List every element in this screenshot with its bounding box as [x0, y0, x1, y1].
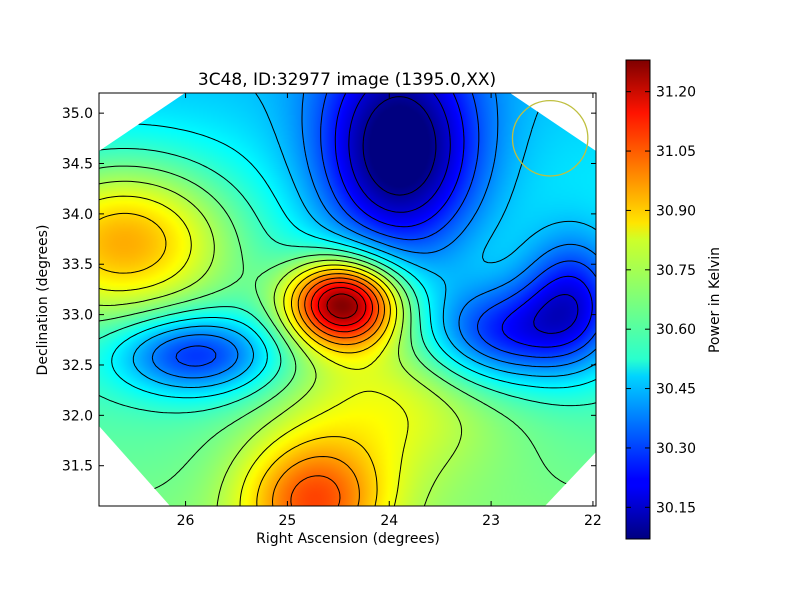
contour-line	[99, 180, 463, 506]
contour-line	[151, 93, 596, 379]
x-tick-label: 25	[278, 513, 296, 529]
x-tick-label: 22	[584, 513, 602, 529]
y-tick-label: 33.0	[62, 308, 93, 324]
x-tick-label: 23	[482, 513, 500, 529]
colorbar-tick-label: 30.45	[656, 382, 696, 398]
colorbar-tick-label: 30.90	[656, 203, 696, 219]
contour-line	[326, 293, 358, 319]
colorbar-tick-label: 30.30	[656, 441, 696, 457]
contour-line	[272, 273, 385, 506]
contour-line	[99, 148, 596, 414]
y-tick-label: 35.0	[62, 106, 93, 122]
colorbar-tick-label: 30.15	[656, 500, 696, 516]
y-tick-label: 33.5	[62, 257, 93, 273]
y-tick-label: 34.0	[62, 207, 93, 223]
contour-line	[348, 93, 579, 334]
x-axis-label: Right Ascension (degrees)	[256, 531, 440, 547]
y-axis-label: Declination (degrees)	[35, 225, 51, 376]
y-tick-label: 31.5	[62, 459, 93, 475]
colorbar-ticks: 30.15 30.30 30.45 30.60 30.75 30.90 31.05 31.20	[626, 85, 696, 516]
y-tick-label: 34.5	[62, 157, 93, 173]
y-axis-ticks: 31.5 32.0 32.5 33.0 33.5 34.0 34.5 35.0	[62, 106, 596, 475]
y-tick-label: 32.5	[62, 358, 93, 374]
contour-line	[290, 277, 380, 506]
contour-line	[317, 287, 367, 327]
colorbar-tick-label: 31.05	[656, 144, 696, 160]
contour-line	[99, 212, 391, 506]
contour-line	[362, 96, 437, 196]
x-tick-label: 24	[380, 513, 398, 529]
contour-line	[132, 93, 596, 388]
plot-area	[99, 93, 596, 506]
contour-line	[310, 282, 373, 333]
chart-title: 3C48, ID:32977 image (1395.0,XX)	[198, 70, 496, 90]
contour-line	[334, 93, 593, 348]
beam-marker	[511, 99, 589, 177]
contour-line	[99, 195, 409, 506]
x-tick-label: 26	[177, 513, 195, 529]
contour-lines	[99, 93, 596, 506]
y-tick-label: 32.0	[62, 408, 93, 424]
contour-line	[99, 165, 596, 497]
x-axis-ticks: 26 25 24 23 22	[177, 93, 602, 529]
colorbar-label: Power in Kelvin	[707, 247, 723, 353]
colorbar-tick-label: 30.60	[656, 322, 696, 338]
heatmap-image	[99, 93, 596, 506]
plot-frame	[98, 92, 597, 507]
colorbar-tick-label: 30.75	[656, 263, 696, 279]
colorbar	[625, 59, 651, 540]
contour-line	[175, 93, 596, 367]
colorbar-tick-label: 31.20	[656, 85, 696, 101]
